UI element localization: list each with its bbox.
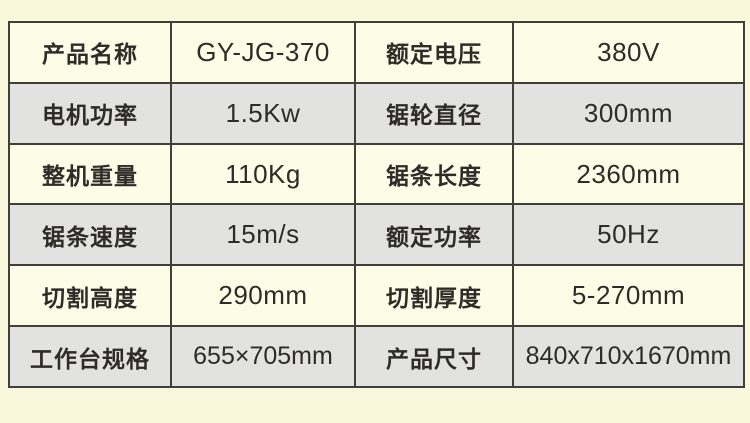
table-row-worktable-size: 工作台规格 655×705mm 产品尺寸 840x710x1670mm <box>8 325 745 388</box>
product-spec-table: 产品名称 GY-JG-370 额定电压 380V 电机功率 1.5Kw 锯轮直径… <box>8 21 745 388</box>
spec-label: 整机重量 <box>8 142 172 206</box>
spec-label: 锯条长度 <box>354 142 514 206</box>
spec-label: 切割高度 <box>8 264 172 328</box>
spec-value: 380V <box>512 21 745 84</box>
spec-label: 工作台规格 <box>8 325 172 388</box>
spec-value: 110Kg <box>170 142 356 206</box>
spec-value: 655×705mm <box>170 325 356 388</box>
spec-value: 290mm <box>170 264 356 328</box>
table-row-motor-power: 电机功率 1.5Kw 锯轮直径 300mm <box>8 81 745 145</box>
table-row-machine-weight: 整机重量 110Kg 锯条长度 2360mm <box>8 142 745 206</box>
spec-value: 2360mm <box>512 142 745 206</box>
spec-value: 840x710x1670mm <box>512 325 745 388</box>
spec-value: 5-270mm <box>512 264 745 328</box>
spec-label: 产品尺寸 <box>354 325 514 388</box>
spec-value: GY-JG-370 <box>170 21 356 84</box>
spec-label: 额定功率 <box>354 203 514 267</box>
spec-label: 锯轮直径 <box>354 81 514 145</box>
table-row-blade-speed: 锯条速度 15m/s 额定功率 50Hz <box>8 203 745 267</box>
spec-value: 50Hz <box>512 203 745 267</box>
spec-value: 15m/s <box>170 203 356 267</box>
spec-label: 锯条速度 <box>8 203 172 267</box>
spec-value: 1.5Kw <box>170 81 356 145</box>
spec-value: 300mm <box>512 81 745 145</box>
spec-label: 切割厚度 <box>354 264 514 328</box>
spec-label: 额定电压 <box>354 21 514 84</box>
table-row-product-name: 产品名称 GY-JG-370 额定电压 380V <box>8 21 745 84</box>
spec-label: 电机功率 <box>8 81 172 145</box>
table-row-cutting-height: 切割高度 290mm 切割厚度 5-270mm <box>8 264 745 328</box>
spec-label: 产品名称 <box>8 21 172 84</box>
